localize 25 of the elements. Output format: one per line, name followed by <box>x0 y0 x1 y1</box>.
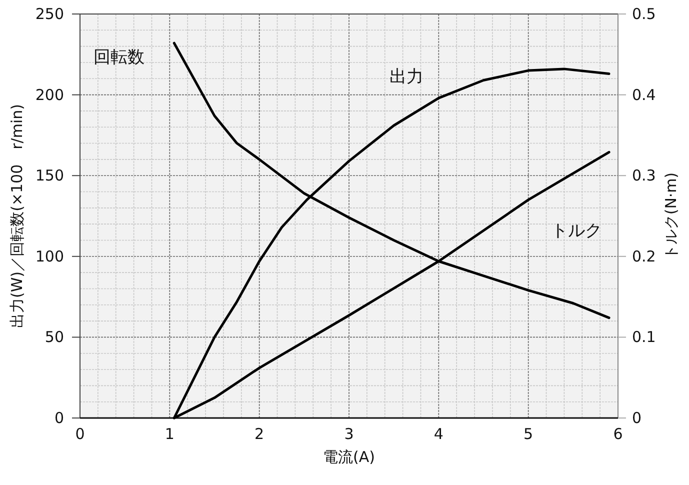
y2-tick-label: 0.5 <box>632 5 656 23</box>
x-tick-label: 2 <box>254 425 264 443</box>
x-tick-label: 6 <box>613 425 623 443</box>
y2-tick-label: 0 <box>632 409 642 427</box>
y-tick-label: 200 <box>35 86 64 104</box>
y2-axis-title: トルク(N·m) <box>662 172 680 260</box>
x-tick-label: 3 <box>344 425 354 443</box>
y-tick-label: 0 <box>54 409 64 427</box>
y-tick-label: 150 <box>35 166 64 185</box>
y-tick-label: 250 <box>35 5 64 23</box>
x-tick-label: 1 <box>164 425 174 443</box>
y2-tick-label: 0.4 <box>632 86 656 104</box>
y-tick-label: 100 <box>35 247 64 266</box>
x-tick-label: 4 <box>434 425 444 443</box>
y2-tick-label: 0.3 <box>632 166 656 185</box>
y2-tick-label: 0.2 <box>632 247 656 266</box>
x-tick-label: 5 <box>524 425 534 443</box>
series-label: トルク <box>550 221 602 242</box>
y2-tick-label: 0.1 <box>632 328 656 346</box>
series-label: 回転数 <box>93 47 144 68</box>
y-tick-label: 50 <box>44 328 64 346</box>
x-axis-title: 電流(A) <box>323 448 375 466</box>
y-axis-title: 出力(W)／回転数(×100 r/min) <box>8 104 26 328</box>
x-tick-label: 0 <box>75 425 85 443</box>
series-label: 出力 <box>389 66 424 87</box>
